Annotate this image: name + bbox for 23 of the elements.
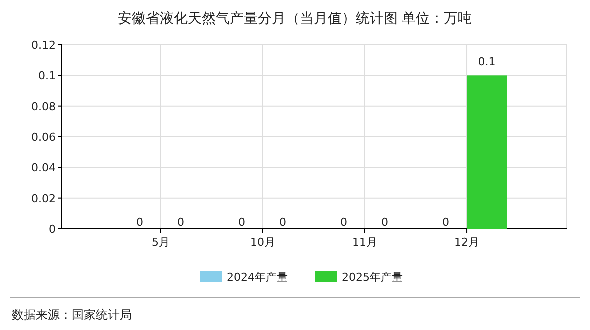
y-tick-label: 0.04	[32, 162, 56, 175]
y-tick-label: 0.06	[32, 131, 56, 144]
data-label: 0	[442, 216, 450, 229]
y-tick-label: 0.12	[32, 39, 56, 52]
y-tick-label: 0.08	[32, 100, 56, 114]
y-tick-label: 0.1	[38, 70, 56, 83]
y-tick-label: 0	[49, 223, 56, 236]
data-label: 0	[279, 216, 286, 229]
legend-label: 2024年产量	[227, 271, 288, 284]
data-label: 0	[238, 216, 246, 229]
x-tick-label: 5月	[152, 236, 170, 249]
data-label: 0	[136, 216, 144, 229]
data-label: 0.1	[478, 56, 496, 69]
y-tick-label: 0.02	[32, 192, 56, 206]
data-label: 0	[177, 216, 184, 229]
source-note: 数据来源：国家统计局	[12, 308, 132, 322]
x-tick-label: 12月	[454, 236, 480, 249]
chart-title: 安徽省液化天然气产量分月（当月值）统计图 单位：万吨	[118, 11, 472, 27]
data-label: 0	[340, 216, 348, 229]
x-tick-label: 10月	[250, 236, 276, 249]
legend-label: 2025年产量	[342, 271, 403, 284]
data-label: 0	[382, 216, 388, 229]
x-tick-label: 11月	[352, 236, 378, 249]
